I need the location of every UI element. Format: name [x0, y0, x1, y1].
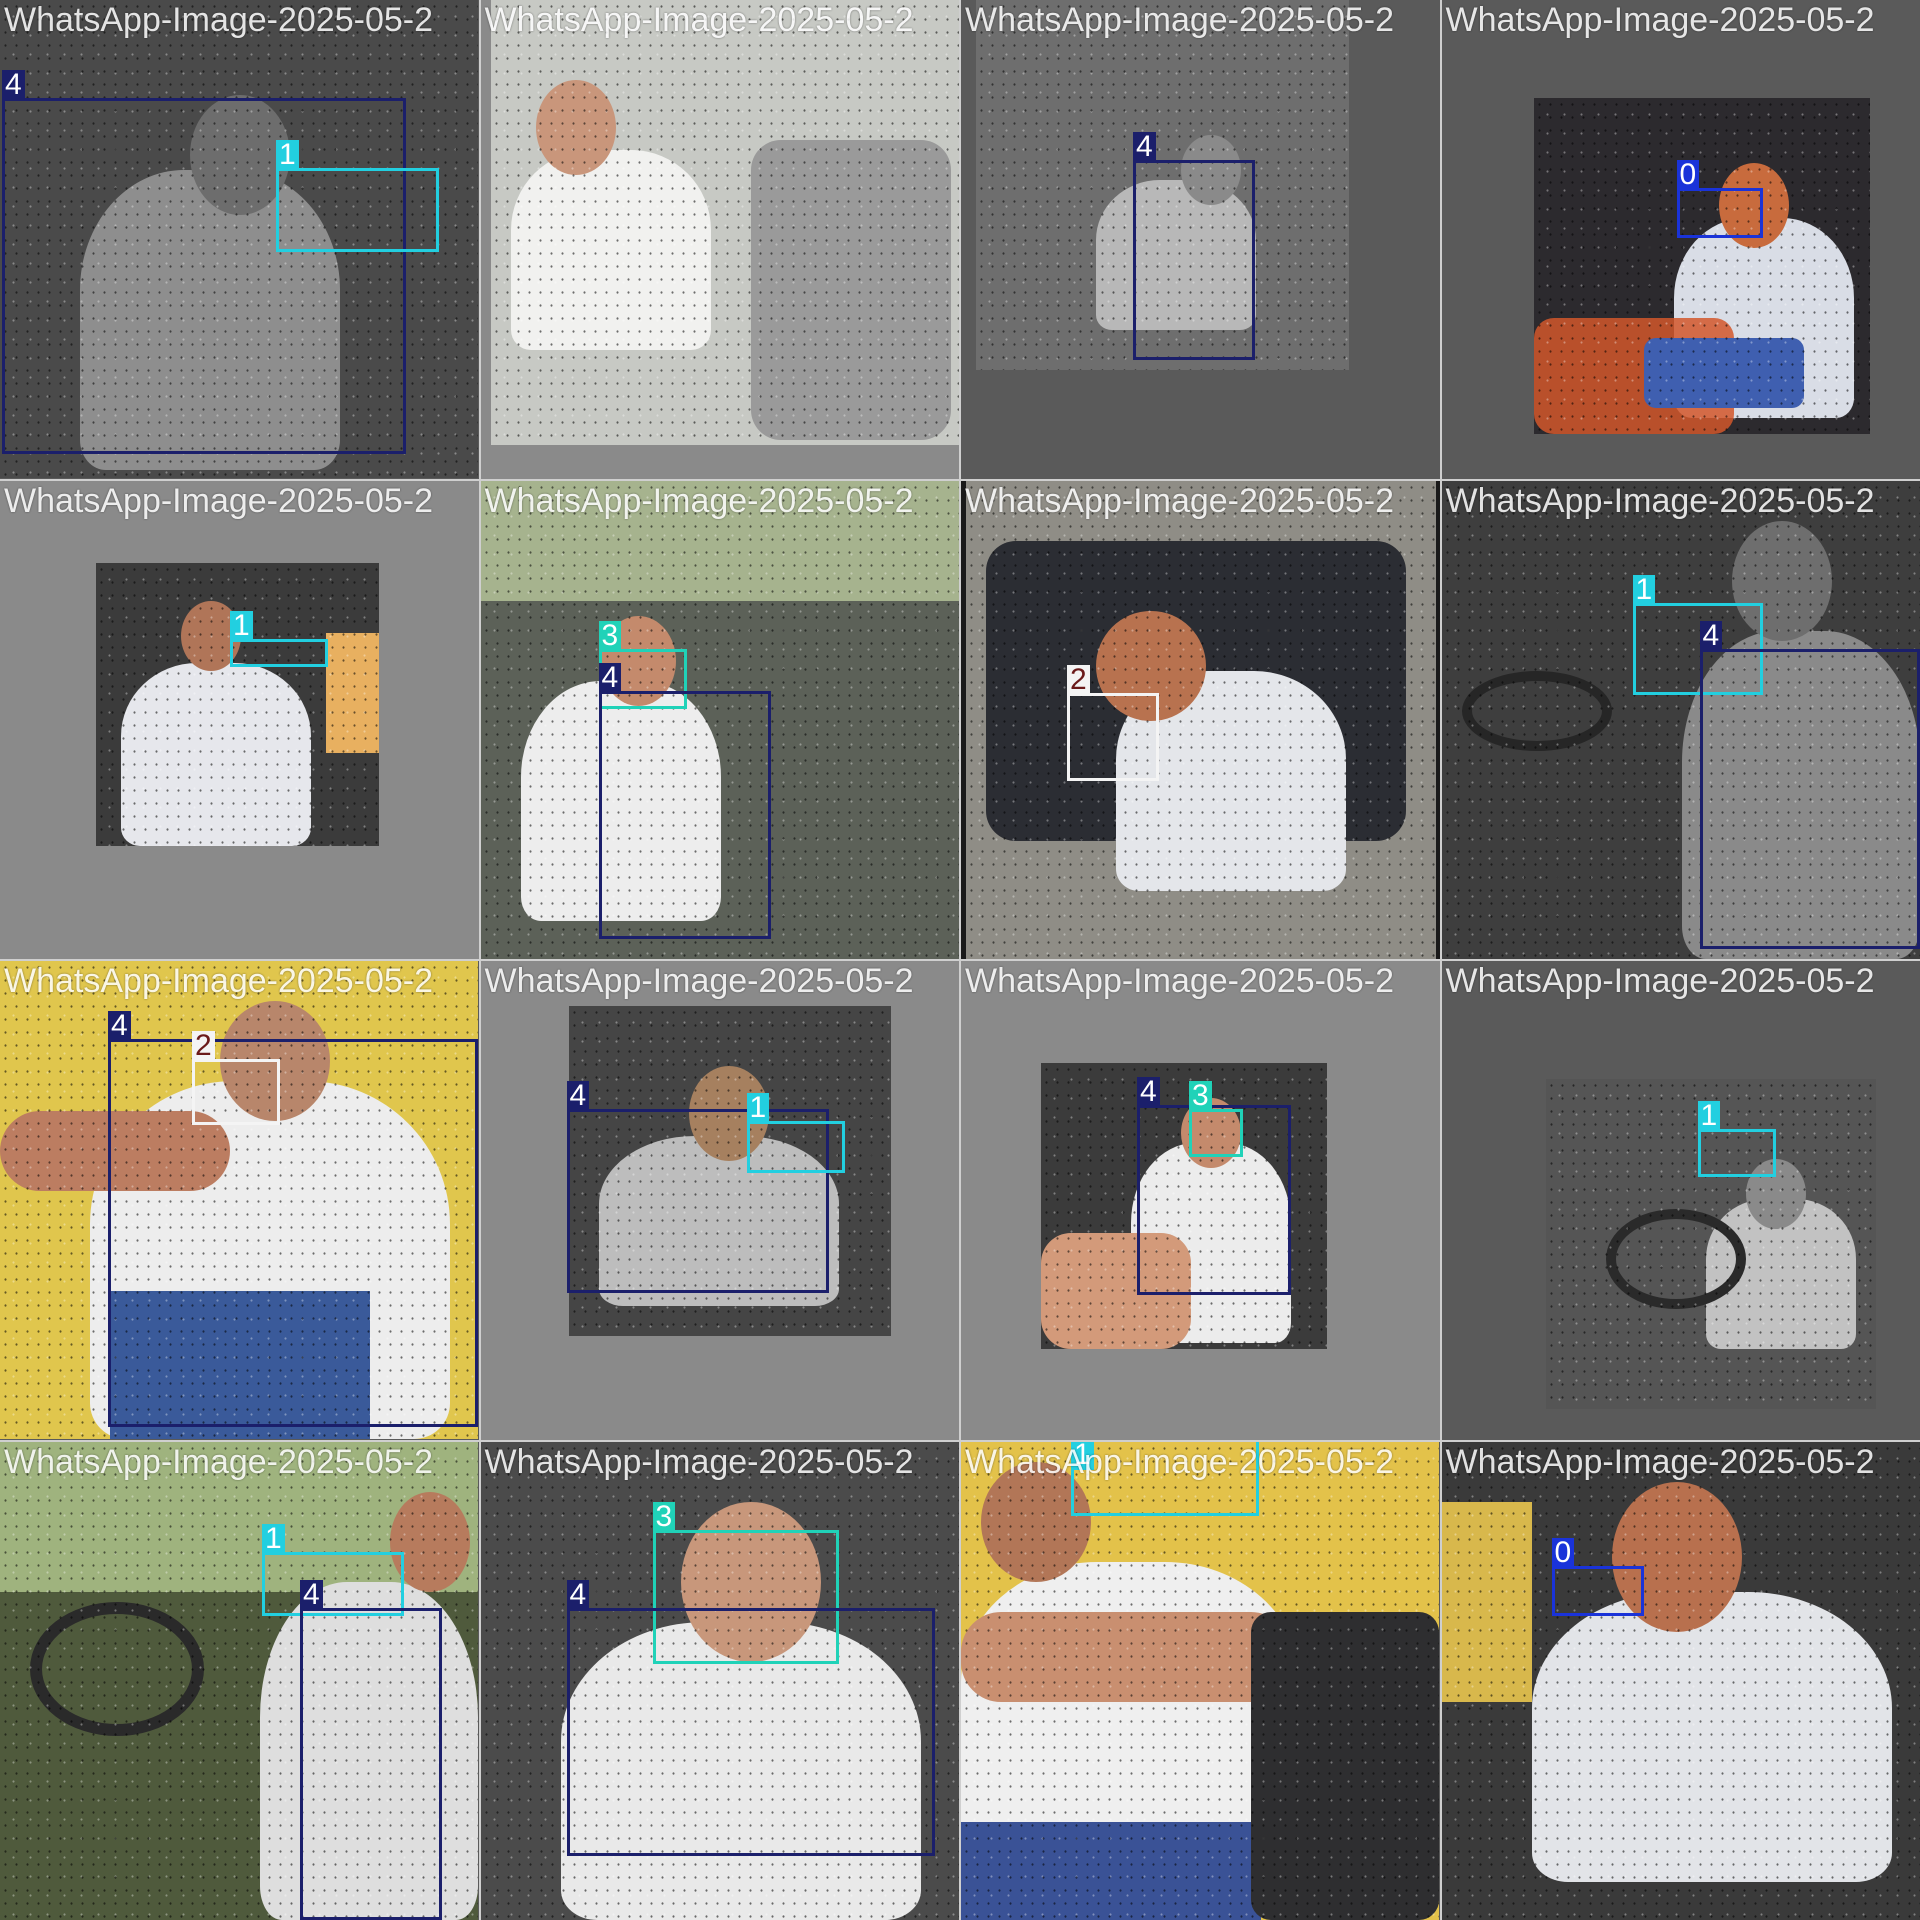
class-label: 4 [1699, 620, 1723, 651]
detection-box: 1 [230, 610, 328, 667]
photo [966, 480, 1436, 959]
mosaic-tile: WhatsApp-Image-2025-05-2 1 [0, 480, 479, 959]
image-filename: WhatsApp-Image-2025-05-2 [965, 1442, 1395, 1481]
class-label: 3 [598, 620, 622, 651]
mosaic-tile: WhatsApp-Image-2025-05-2 3 4 [480, 1441, 959, 1920]
photo [1545, 1079, 1876, 1409]
image-filename: WhatsApp-Image-2025-05-2 [484, 1442, 914, 1481]
mosaic-tile: WhatsApp-Image-2025-05-2 4 2 [0, 961, 479, 1440]
class-label: 4 [566, 1579, 590, 1610]
image-filename: WhatsApp-Image-2025-05-2 [4, 1442, 434, 1481]
class-label: 4 [598, 662, 622, 693]
class-label: 3 [1189, 1081, 1212, 1111]
detection-box: 0 [1551, 1537, 1644, 1616]
class-label: 0 [1551, 1537, 1575, 1568]
class-label: 1 [262, 1523, 285, 1554]
mosaic-tile: WhatsApp-Image-2025-05-2 1 [1441, 961, 1920, 1440]
mosaic-tile: WhatsApp-Image-2025-05-2 4 3 [961, 961, 1440, 1440]
detection-box: 2 [192, 1031, 280, 1125]
image-filename: WhatsApp-Image-2025-05-2 [484, 962, 914, 1000]
class-label: 1 [746, 1093, 770, 1123]
detection-box: 4 [1699, 620, 1920, 949]
detection-box: 4 [598, 662, 771, 939]
detection-box: 4 [108, 1011, 478, 1427]
detection-box: 1 [276, 140, 439, 252]
detection-box: 4 [2, 70, 406, 454]
class-label: 1 [1071, 1441, 1094, 1470]
mosaic-tile: WhatsApp-Image-2025-05-2 1 [961, 1441, 1440, 1920]
detection-box: 3 [1189, 1081, 1243, 1157]
photo [480, 1441, 959, 1920]
class-label: 1 [230, 610, 253, 641]
image-filename: WhatsApp-Image-2025-05-2 [1445, 1, 1875, 39]
detection-box: 1 [746, 1093, 845, 1173]
image-filename: WhatsApp-Image-2025-05-2 [1445, 481, 1875, 520]
mosaic-tile: WhatsApp-Image-2025-05-2 2 [961, 480, 1440, 959]
class-label: 1 [1632, 574, 1656, 605]
mosaic-tile: WhatsApp-Image-2025-05-2 4 [961, 0, 1440, 479]
class-label: 4 [108, 1011, 131, 1041]
image-filename: WhatsApp-Image-2025-05-2 [965, 1, 1395, 39]
detection-box: 4 [300, 1579, 442, 1920]
image-filename: WhatsApp-Image-2025-05-2 [4, 962, 434, 1000]
image-filename: WhatsApp-Image-2025-05-2 [965, 481, 1395, 520]
detection-box: 3 [652, 1501, 839, 1664]
mosaic-tile: WhatsApp-Image-2025-05-2 4 1 [480, 961, 959, 1440]
image-filename: WhatsApp-Image-2025-05-2 [1445, 1442, 1875, 1481]
photo [490, 0, 959, 445]
image-filename: WhatsApp-Image-2025-05-2 [484, 1, 914, 39]
class-label: 2 [1067, 664, 1090, 695]
detection-box: 2 [1067, 664, 1159, 781]
photo [1441, 480, 1920, 959]
class-label: 4 [1133, 132, 1156, 162]
photo [976, 0, 1349, 370]
photo [0, 0, 478, 478]
detection-box: 4 [566, 1579, 935, 1856]
detection-box: 0 [1676, 160, 1763, 238]
image-filename: WhatsApp-Image-2025-05-2 [4, 1, 434, 39]
detection-box: 4 [1133, 132, 1255, 360]
photo [1533, 98, 1870, 434]
mosaic-tile: WhatsApp-Image-2025-05-2 3 4 [480, 480, 959, 959]
detection-box: 4 [566, 1081, 829, 1293]
image-filename: WhatsApp-Image-2025-05-2 [1445, 962, 1875, 1000]
image-filename: WhatsApp-Image-2025-05-2 [484, 481, 914, 520]
photo [1041, 1063, 1327, 1349]
detection-box: 1 [1071, 1441, 1259, 1516]
class-label: 3 [652, 1501, 676, 1532]
class-label: 4 [300, 1579, 323, 1610]
detection-box: 4 [1137, 1077, 1291, 1295]
class-label: 1 [276, 140, 299, 170]
mosaic-tile: WhatsApp-Image-2025-05-2 1 4 [1441, 480, 1920, 959]
detection-box: 1 [1697, 1101, 1776, 1177]
mosaic-tile: WhatsApp-Image-2025-05-2 1 4 [0, 1441, 479, 1920]
photo [1441, 1441, 1920, 1920]
photo [961, 1441, 1439, 1920]
class-label: 1 [1697, 1101, 1721, 1131]
mosaic-tile: WhatsApp-Image-2025-05-2 4 1 [0, 0, 479, 479]
image-filename: WhatsApp-Image-2025-05-2 [965, 962, 1395, 1000]
mosaic-tile: WhatsApp-Image-2025-05-2 0 [1441, 0, 1920, 479]
photo [96, 562, 379, 846]
class-label: 0 [1676, 160, 1700, 190]
image-filename: WhatsApp-Image-2025-05-2 [4, 481, 434, 520]
detection-box: 1 [262, 1523, 404, 1616]
class-label: 2 [192, 1031, 215, 1061]
mosaic-tile: WhatsApp-Image-2025-05-2 0 [1441, 1441, 1920, 1920]
class-label: 4 [566, 1081, 590, 1111]
class-label: 4 [2, 70, 25, 100]
class-label: 4 [1137, 1077, 1160, 1107]
photo [480, 480, 959, 959]
mosaic-tile: WhatsApp-Image-2025-05-2 [480, 0, 959, 479]
